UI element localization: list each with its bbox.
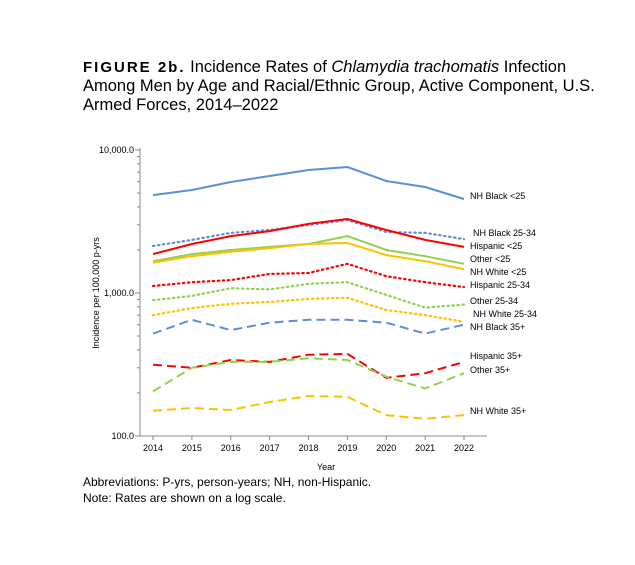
series-line-hispanic-25 (152, 218, 465, 256)
y-tick-label: 1,000.0 (104, 288, 134, 298)
series-label: NH White <25 (470, 267, 526, 277)
series-label: NH White 25-34 (473, 309, 537, 319)
series-label: Other 25-34 (470, 296, 518, 306)
series-line-nh-white-25 (152, 241, 465, 271)
series-line-nh-white-25-34 (151, 296, 466, 323)
y-tick-label: 10,000.0 (99, 145, 134, 155)
series-line-nh-black-25 (152, 166, 465, 200)
log-scale-note: Note: Rates are shown on a log scale. (83, 491, 286, 505)
figure-label: FIGURE 2b. (83, 59, 186, 76)
x-tick-label: 2014 (143, 443, 163, 453)
y-tick-label: 100.0 (111, 431, 134, 441)
x-tick-label: 2018 (298, 443, 318, 453)
figure-title: FIGURE 2b. Incidence Rates of Chlamydia … (83, 58, 603, 115)
series-label: Other <25 (470, 254, 510, 264)
x-tick-label: 2022 (454, 443, 474, 453)
series-label: Hispanic 35+ (470, 351, 522, 361)
series-label: Hispanic <25 (470, 241, 522, 251)
title-text-before: Incidence Rates of (190, 58, 327, 76)
series-label: NH Black <25 (470, 191, 525, 201)
series-label: NH White 35+ (470, 406, 526, 416)
abbreviations-note: Abbreviations: P-yrs, person-years; NH, … (83, 475, 372, 489)
x-tick-label: 2015 (182, 443, 202, 453)
x-tick-label: 2021 (415, 443, 435, 453)
x-tick-label: 2016 (221, 443, 241, 453)
title-text-after: Infection Among Men by Age and Racial/Et… (83, 58, 595, 114)
series-line-nh-black-35- (152, 318, 465, 335)
x-axis-label: Year (317, 462, 335, 472)
series-label: Other 35+ (470, 365, 510, 375)
series-label: NH Black 35+ (470, 322, 525, 332)
y-axis-label: Incidence per 100,000 p-yrs (91, 237, 101, 349)
x-tick-label: 2020 (376, 443, 396, 453)
series-line-other-25-34 (151, 281, 466, 309)
series-line-nh-white-35- (152, 395, 465, 420)
title-italic: Chlamydia trachomatis (331, 58, 500, 76)
series-label: Hispanic 25-34 (470, 280, 530, 290)
x-tick-label: 2019 (337, 443, 357, 453)
series-line-hispanic-35- (152, 352, 465, 379)
series-line-nh-black-25-34 (151, 218, 466, 248)
series-label: NH Black 25-34 (473, 228, 536, 238)
notes: Abbreviations: P-yrs, person-years; NH, … (83, 474, 371, 506)
x-tick-label: 2017 (260, 443, 280, 453)
